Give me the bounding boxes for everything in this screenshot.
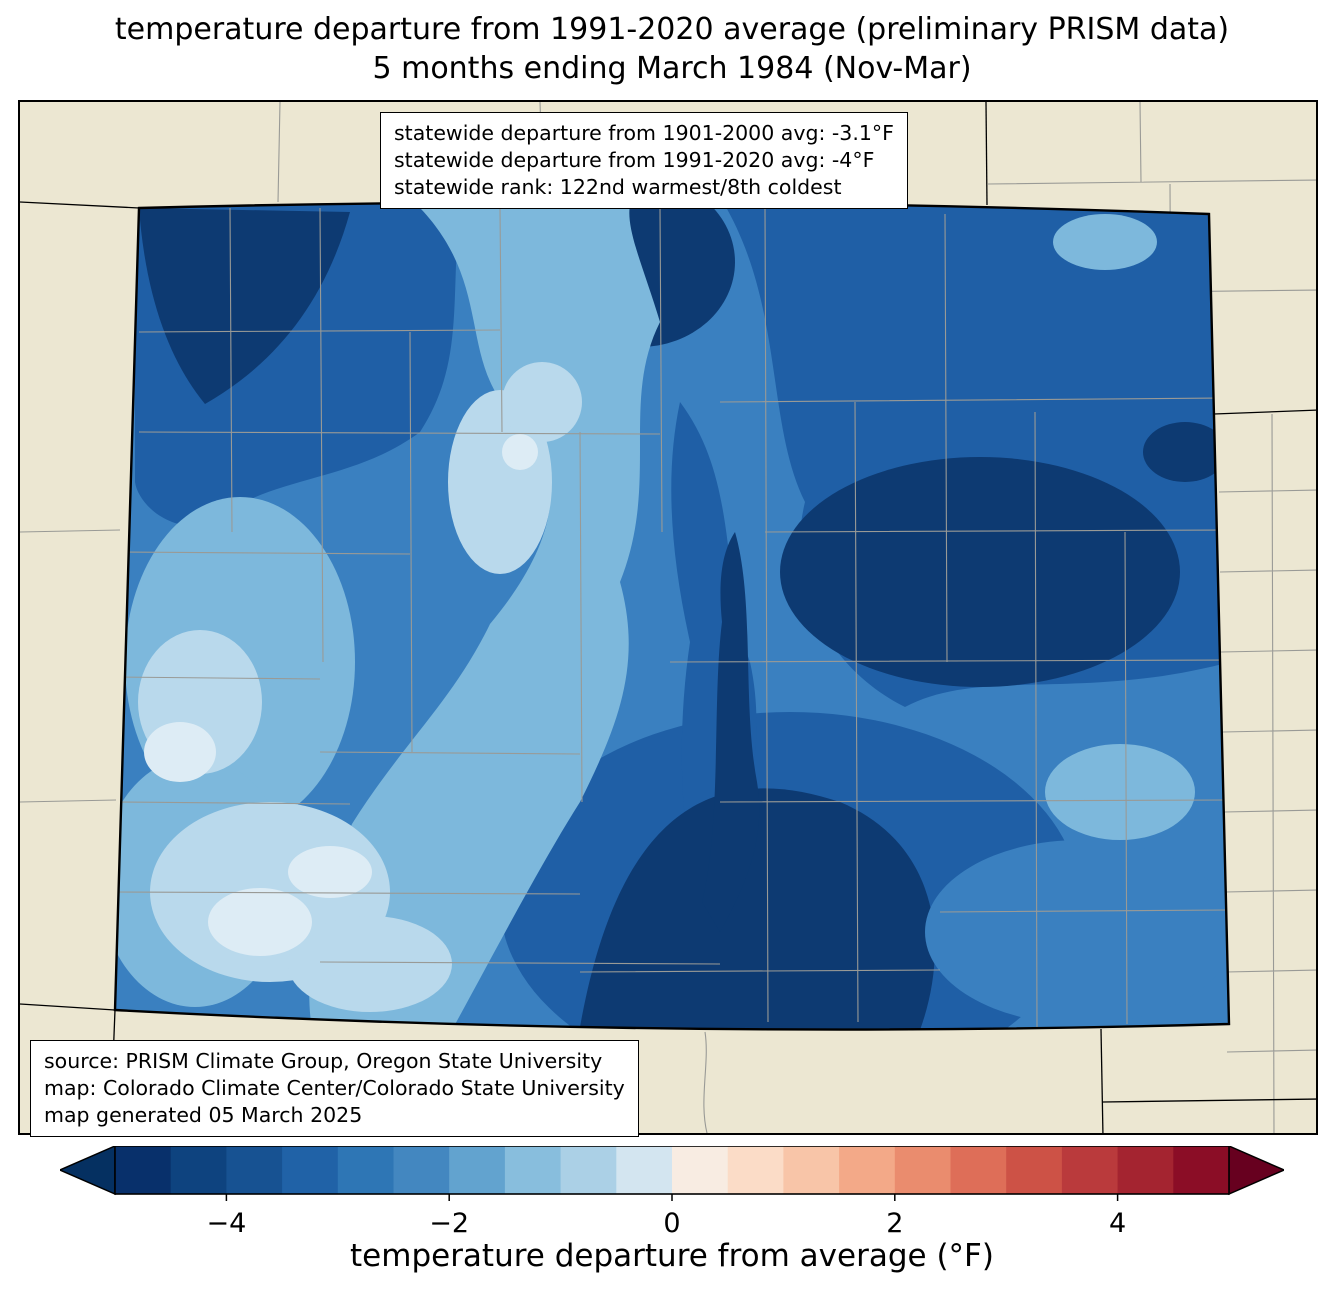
colorbar-ticks: −4 −2 0 2 4	[206, 1194, 1126, 1239]
contour-sw-lightest	[208, 888, 312, 956]
colorbar-segment	[115, 1146, 172, 1194]
contour-east-edge-coldest	[1143, 422, 1227, 482]
colorbar-segment	[393, 1146, 450, 1194]
contour-east-coldest	[780, 457, 1180, 687]
colorbar-segment	[1061, 1146, 1119, 1194]
colorado-map	[20, 102, 1316, 1133]
temperature-contours	[115, 202, 1229, 1030]
contour-central-lightest	[502, 434, 538, 470]
colorbar-segment	[1117, 1146, 1174, 1194]
source-attribution-box: source: PRISM Climate Group, Oregon Stat…	[30, 1040, 639, 1138]
colorbar-segment	[783, 1146, 840, 1194]
stats-line-3: statewide rank: 122nd warmest/8th coldes…	[394, 175, 842, 200]
contour-west-lightest	[144, 722, 216, 782]
colorbar-tick-label: −2	[429, 1208, 469, 1239]
contour-southcentral-coldest	[580, 788, 935, 1030]
contour-nw-corner-coldest	[139, 208, 350, 404]
colorbar-axis-label: temperature departure from average (°F)	[350, 1238, 994, 1274]
stats-line-2: statewide departure from 1991-2020 avg: …	[394, 148, 875, 173]
colorbar-segment	[839, 1146, 896, 1194]
colorbar-segment	[282, 1146, 339, 1194]
colorado-county-lines	[115, 207, 1229, 1028]
stats-line-1: statewide departure from 1901-2000 avg: …	[394, 121, 894, 145]
title-line-2: 5 months ending March 1984 (Nov-Mar)	[372, 51, 972, 86]
colorbar-segments	[115, 1146, 1230, 1194]
colorbar-segment	[1006, 1146, 1063, 1194]
contour-central-lighter-2	[502, 362, 582, 442]
colorbar-tick-label: 2	[886, 1208, 903, 1239]
colorbar: −4 −2 0 2 4	[60, 1146, 1284, 1239]
colorbar-segment	[504, 1146, 562, 1194]
source-line-2: map: Colorado Climate Center/Colorado St…	[44, 1076, 625, 1101]
colorbar-segment	[560, 1146, 617, 1194]
colorbar-segment	[226, 1146, 283, 1194]
contour-sw-lightest-2	[288, 846, 372, 898]
colorbar-tick-label: −4	[206, 1208, 246, 1239]
colorbar-segment	[449, 1146, 506, 1194]
contour-se-mid	[925, 840, 1229, 1024]
contour-frontrange-coldest	[702, 532, 760, 932]
source-line-3: map generated 05 March 2025	[44, 1103, 363, 1128]
colorbar-segment	[1173, 1146, 1230, 1194]
colorbar-segment	[894, 1146, 952, 1194]
colorbar-segment	[616, 1146, 673, 1194]
title-line-1: temperature departure from 1991-2020 ave…	[114, 12, 1230, 47]
figure-title: temperature departure from 1991-2020 ave…	[0, 10, 1344, 88]
statewide-stats-box: statewide departure from 1901-2000 avg: …	[380, 112, 908, 210]
colorbar-left-arrow	[60, 1146, 116, 1196]
colorbar-tick-label: 0	[663, 1208, 680, 1239]
colorbar-segment	[337, 1146, 395, 1194]
contour-east-light-spot	[1045, 744, 1195, 840]
colorbar-tick-label: 4	[1109, 1208, 1126, 1239]
colorbar-segment	[950, 1146, 1007, 1194]
contour-south-lighter	[288, 916, 452, 1012]
source-line-1: source: PRISM Climate Group, Oregon Stat…	[44, 1049, 603, 1073]
colorbar-segment	[672, 1146, 729, 1194]
map-frame	[18, 100, 1318, 1135]
colorbar-right-arrow	[1228, 1146, 1284, 1196]
contour-ne-light-spot	[1053, 214, 1157, 270]
colorbar-segment	[170, 1146, 228, 1194]
colorbar-segment	[727, 1146, 785, 1194]
